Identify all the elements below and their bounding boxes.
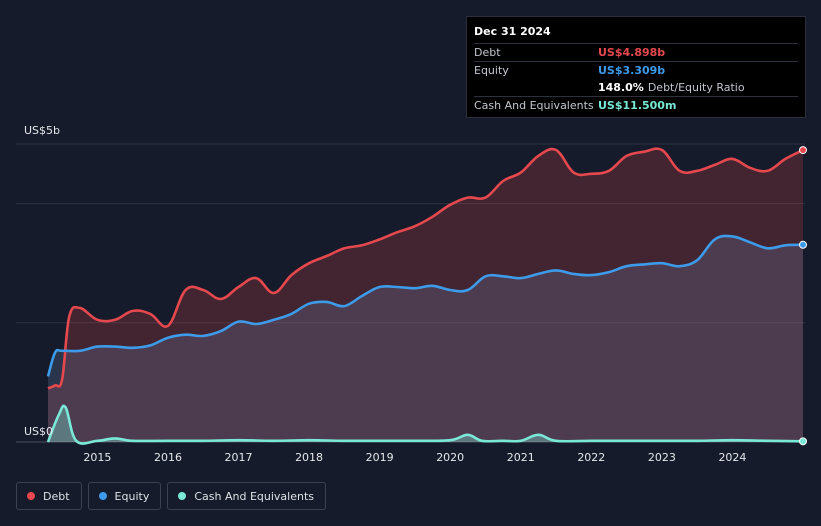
area-equity bbox=[48, 235, 803, 442]
tooltip-label-ratio bbox=[474, 79, 598, 96]
legend-dot-equity bbox=[98, 492, 107, 500]
tooltip-row-ratio: 148.0% Debt/Equity Ratio bbox=[474, 79, 798, 96]
legend-item-debt[interactable]: Debt bbox=[16, 482, 82, 510]
legend-label-debt: Debt bbox=[43, 489, 70, 503]
tooltip-row-equity: Equity US$3.309b bbox=[474, 61, 798, 79]
x-tick-label-2020: 2020 bbox=[436, 451, 464, 464]
tooltip-value-debt: US$4.898b bbox=[598, 46, 666, 59]
legend-item-equity[interactable]: Equity bbox=[87, 482, 162, 510]
area-debt bbox=[48, 148, 803, 442]
tooltip-value-cash: US$11.500m bbox=[598, 99, 677, 112]
tooltip-row-debt: Debt US$4.898b bbox=[474, 43, 798, 61]
x-axis-ticks: 2015 2016 2017 2018 2019 2020 2021 2022 2023 2024 bbox=[83, 451, 746, 464]
legend-label-cash: Cash And Equivalents bbox=[194, 489, 314, 503]
end-marker-debt bbox=[799, 146, 807, 155]
x-tick-label-2018: 2018 bbox=[295, 451, 323, 464]
legend-item-cash[interactable]: Cash And Equivalents bbox=[167, 482, 326, 510]
y-tick-label-top: US$5b bbox=[24, 124, 60, 137]
tooltip-date: Dec 31 2024 bbox=[474, 25, 551, 38]
x-tick-label-2019: 2019 bbox=[366, 451, 394, 464]
tooltip-label-cash: Cash And Equivalents bbox=[474, 99, 594, 112]
legend-dot-debt bbox=[27, 492, 35, 500]
end-marker-equity bbox=[799, 240, 807, 249]
tooltip-label-debt: Debt bbox=[474, 46, 501, 59]
series-lines bbox=[46, 147, 804, 445]
series-areas bbox=[48, 148, 803, 444]
series-end-markers bbox=[799, 146, 807, 446]
legend-label-equity: Equity bbox=[114, 489, 150, 503]
tooltip-value-equity: US$3.309b bbox=[598, 64, 666, 77]
line-cash-and-equivalents bbox=[46, 404, 804, 445]
x-tick-label-2024: 2024 bbox=[718, 451, 746, 464]
x-tick-label-2017: 2017 bbox=[225, 451, 253, 464]
x-tick-label-2023: 2023 bbox=[648, 451, 676, 464]
tooltip-label-equity: Equity bbox=[474, 64, 509, 77]
legend-dot-cash bbox=[178, 492, 187, 500]
x-tick-label-2016: 2016 bbox=[154, 451, 182, 464]
line-debt bbox=[47, 147, 804, 390]
x-tick-label-2021: 2021 bbox=[507, 451, 535, 464]
tooltip-value-ratio: 148.0% bbox=[598, 81, 644, 94]
end-marker-cash-and-equivalents bbox=[799, 437, 807, 446]
x-tick-label-2022: 2022 bbox=[577, 451, 605, 464]
tooltip-row-cash: Cash And Equivalents US$11.500m bbox=[474, 96, 798, 114]
x-tick-label-2015: 2015 bbox=[83, 451, 111, 464]
tooltip-ratio-suffix: Debt/Equity Ratio bbox=[647, 81, 745, 94]
chart-legend: Debt Equity Cash And Equivalents bbox=[16, 482, 326, 510]
line-equity bbox=[46, 234, 804, 377]
y-tick-label-bottom: US$0 bbox=[24, 425, 53, 438]
tooltip-panel: Dec 31 2024 Debt US$4.898b Equity US$3.3… bbox=[466, 16, 806, 118]
